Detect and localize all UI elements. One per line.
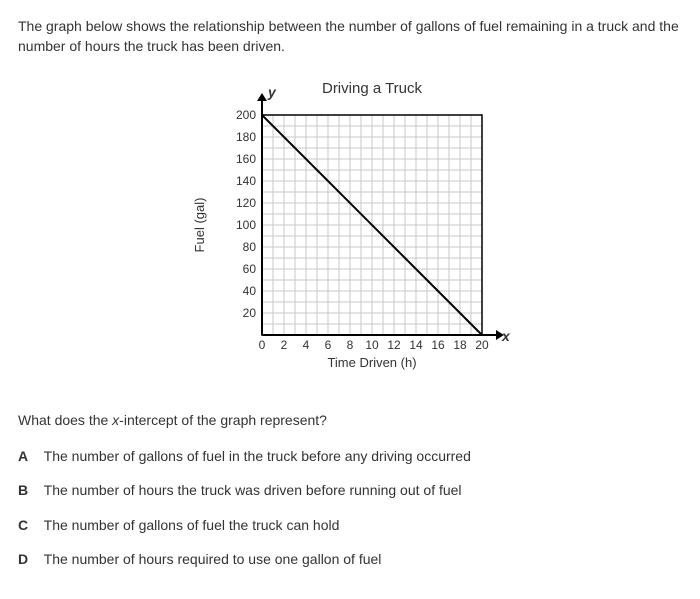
choice-d[interactable]: D The number of hours required to use on… bbox=[18, 549, 682, 569]
line-chart: 0 2 4 6 8 10 12 14 16 18 20 20 40 60 80 100 120 140 160 180… bbox=[184, 75, 516, 383]
svg-text:20: 20 bbox=[475, 338, 489, 352]
choice-text: The number of gallons of fuel in the tru… bbox=[44, 448, 471, 464]
svg-text:x: x bbox=[501, 328, 511, 344]
svg-text:14: 14 bbox=[409, 338, 423, 352]
choice-letter: A bbox=[18, 446, 40, 466]
svg-text:180: 180 bbox=[236, 130, 256, 144]
choice-c[interactable]: C The number of gallons of fuel the truc… bbox=[18, 515, 682, 535]
intro-text: The graph below shows the relationship b… bbox=[18, 16, 682, 57]
choice-letter: D bbox=[18, 549, 40, 569]
question-text: What does the x-intercept of the graph r… bbox=[18, 410, 682, 430]
svg-text:0: 0 bbox=[259, 338, 266, 352]
svg-text:10: 10 bbox=[365, 338, 379, 352]
choice-b[interactable]: B The number of hours the truck was driv… bbox=[18, 480, 682, 500]
svg-text:100: 100 bbox=[236, 218, 256, 232]
svg-text:200: 200 bbox=[236, 108, 256, 122]
svg-text:120: 120 bbox=[236, 196, 256, 210]
svg-text:18: 18 bbox=[453, 338, 467, 352]
svg-text:Time Driven (h): Time Driven (h) bbox=[327, 355, 416, 370]
svg-text:12: 12 bbox=[387, 338, 401, 352]
svg-text:60: 60 bbox=[243, 262, 257, 276]
choice-letter: C bbox=[18, 515, 40, 535]
svg-text:160: 160 bbox=[236, 152, 256, 166]
svg-text:Driving a Truck: Driving a Truck bbox=[322, 80, 423, 97]
svg-text:Fuel (gal): Fuel (gal) bbox=[192, 197, 207, 252]
svg-text:40: 40 bbox=[243, 284, 257, 298]
question-prefix: What does the bbox=[18, 412, 112, 428]
choice-letter: B bbox=[18, 480, 40, 500]
choice-text: The number of hours the truck was driven… bbox=[44, 482, 462, 498]
svg-text:140: 140 bbox=[236, 174, 256, 188]
svg-text:8: 8 bbox=[347, 338, 354, 352]
svg-text:y: y bbox=[267, 84, 277, 100]
svg-text:80: 80 bbox=[243, 240, 257, 254]
question-suffix: -intercept of the graph represent? bbox=[119, 412, 327, 428]
choice-a[interactable]: A The number of gallons of fuel in the t… bbox=[18, 446, 682, 466]
choice-text: The number of gallons of fuel the truck … bbox=[44, 517, 340, 533]
svg-text:6: 6 bbox=[325, 338, 332, 352]
chart-container: 0 2 4 6 8 10 12 14 16 18 20 20 40 60 80 100 120 140 160 180… bbox=[18, 75, 682, 388]
svg-text:16: 16 bbox=[431, 338, 445, 352]
choice-list: A The number of gallons of fuel in the t… bbox=[18, 446, 682, 569]
svg-text:20: 20 bbox=[243, 306, 257, 320]
svg-text:2: 2 bbox=[281, 338, 288, 352]
choice-text: The number of hours required to use one … bbox=[44, 551, 382, 567]
svg-text:4: 4 bbox=[303, 338, 310, 352]
